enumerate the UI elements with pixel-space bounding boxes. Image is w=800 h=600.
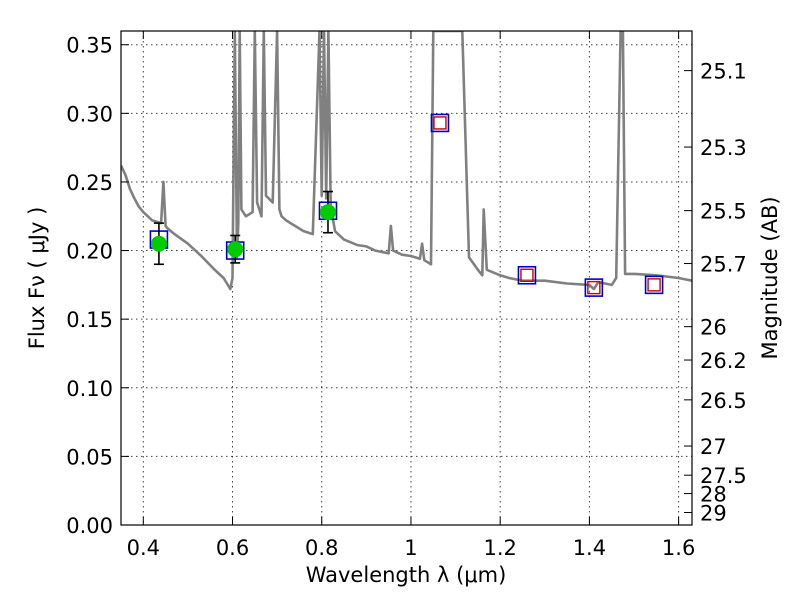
model-flux-box [517,265,537,285]
y-tick-label: 0.10 [66,377,113,401]
y-tick-label: 0.30 [66,102,113,126]
y-tick-label: 0.35 [66,34,113,58]
y-tick-label: 0.00 [66,514,113,538]
predicted-flux-marker [433,116,447,130]
observed-flux-point [150,235,167,252]
model-flux-box [584,278,604,297]
right-axis-title: Magnitude (AB) [758,196,782,359]
spectrum-line [121,31,692,291]
right-tick-label: 25.1 [700,60,747,84]
model-flux-box [644,275,664,295]
observed-flux-point [319,204,336,221]
x-axis-title: Wavelength λ (μm) [306,563,507,587]
right-tick-label: 25.5 [700,200,747,224]
right-tick-label: 29 [700,501,727,525]
y-tick-label: 0.25 [66,171,113,195]
right-tick-label: 25.3 [700,136,747,160]
right-tick-label: 26.2 [700,349,747,373]
x-tick-label: 0.8 [305,536,338,560]
predicted-flux-marker [647,278,661,292]
plot-frame [120,30,693,526]
right-tick-label: 26.5 [700,389,747,413]
template-spectrum [121,31,692,291]
right-tick-label: 28 [700,483,727,507]
predicted-flux-marker [520,268,534,282]
axis-ticks: 0.4 0.6 0.8 1 1.2 1.4 1.6 0.00 0.05 0.10 0.15 0.20 0… [66,31,747,560]
observed-flux-point [227,241,244,258]
right-tick-label: 27 [700,435,727,459]
y-tick-label: 0.15 [66,308,113,332]
x-tick-label: 1 [404,536,417,560]
y-tick-label: 0.05 [66,445,113,469]
model-flux-box [430,113,450,133]
right-tick-label: 25.7 [700,253,747,277]
y-tick-label: 0.20 [66,240,113,264]
x-tick-label: 0.4 [127,536,160,560]
grid-lines [121,31,692,526]
y-axis-title: Flux Fν ( μJy ) [25,207,49,350]
right-tick-label: 26 [700,316,727,340]
x-tick-label: 1.4 [573,536,606,560]
photometry-markers [149,113,664,297]
right-tick-label: 27.5 [700,464,747,488]
predicted-flux-marker [587,280,601,295]
x-tick-label: 1.6 [662,536,695,560]
x-tick-label: 0.6 [216,536,249,560]
x-tick-label: 1.2 [483,536,516,560]
